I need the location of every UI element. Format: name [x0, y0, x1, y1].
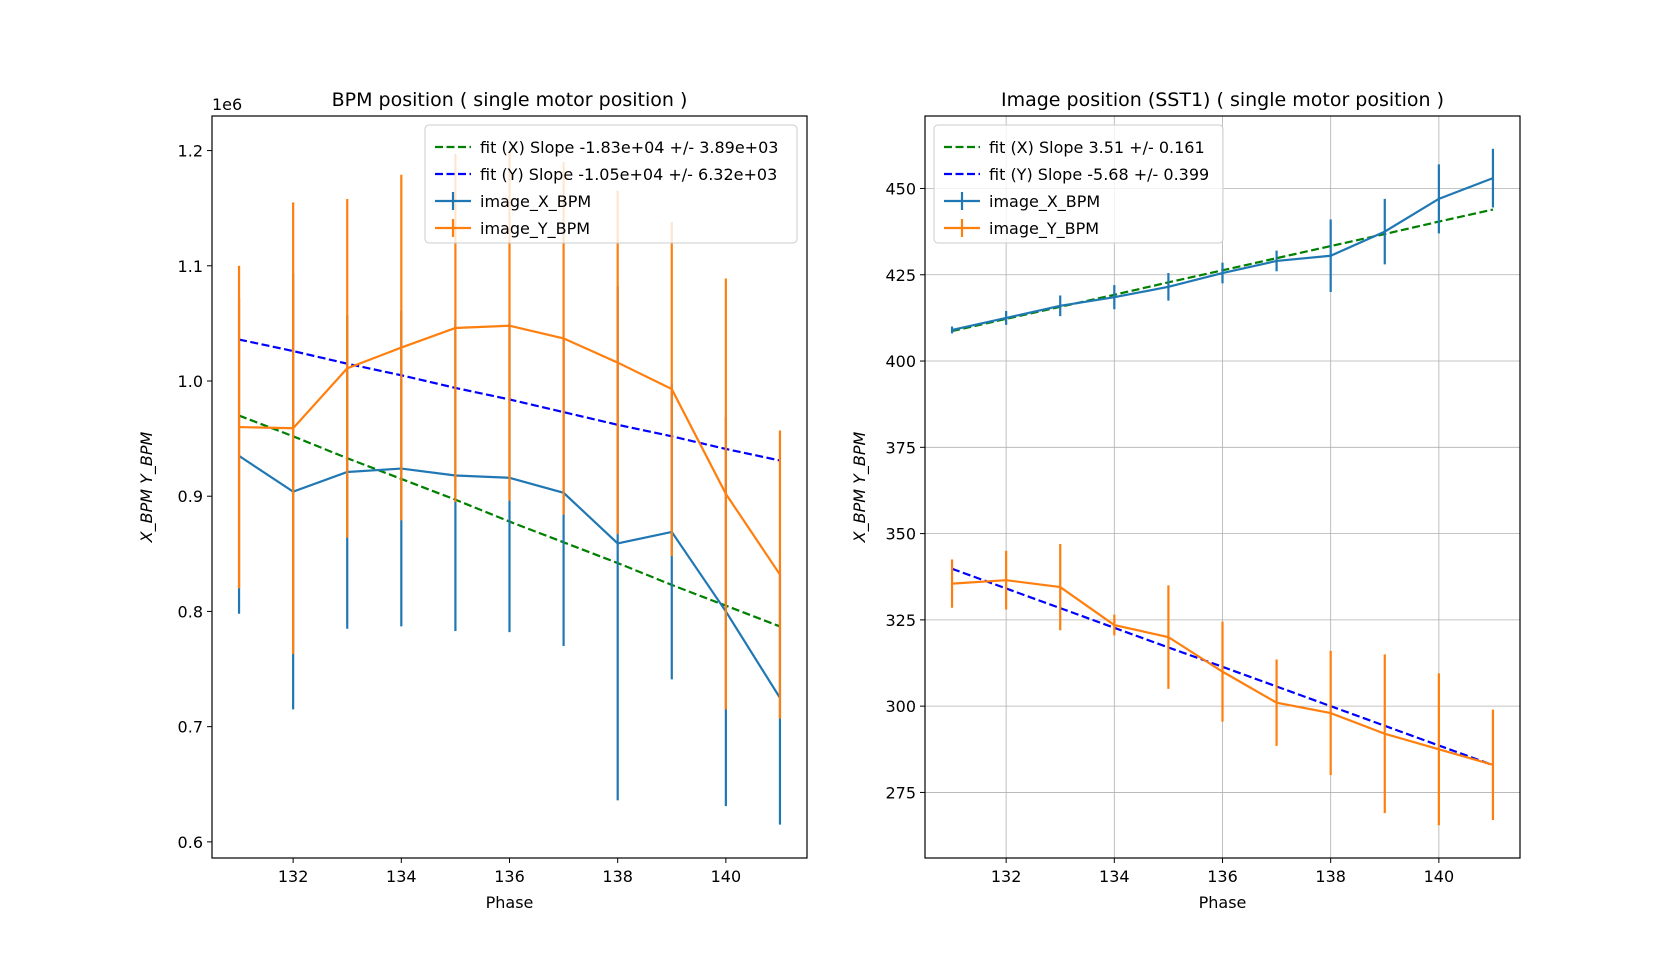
y-tick-label: 0.6	[178, 833, 203, 852]
x-tick-label: 134	[386, 867, 417, 886]
y-tick-label: 425	[885, 266, 916, 285]
y-axis-label: X_BPM Y_BPM	[850, 431, 870, 543]
legend-label: fit (Y) Slope -1.05e+04 +/- 6.32e+03	[480, 165, 777, 184]
series-image-y-bpm	[950, 543, 1495, 826]
x-tick-label: 136	[1207, 867, 1238, 886]
chart-title: Image position (SST1) ( single motor pos…	[1001, 89, 1444, 111]
image-position-chart: 132 134 136 138 140 275 300 325 350 375 400 425 450 I…	[850, 89, 1521, 912]
series-image-x-bpm	[950, 148, 1495, 334]
x-axis-label: Phase	[486, 893, 534, 912]
legend-item: image_X_BPM	[435, 192, 591, 212]
bpm-position-chart: 132 134 136 138 140 0.6 0.7 0.8 0.9 1.0 1.1 1.2 1e6 B…	[137, 89, 808, 912]
x-tick-label: 138	[602, 867, 633, 886]
y-tick-label: 300	[885, 697, 916, 716]
y-tick-label: 375	[885, 438, 916, 457]
plot-area	[950, 148, 1495, 826]
legend: fit (X) Slope 3.51 +/- 0.161 fit (Y) Slop…	[933, 124, 1224, 244]
y-tick-label: 400	[885, 352, 916, 371]
legend-item: image_Y_BPM	[944, 219, 1099, 239]
plot-area	[237, 150, 782, 825]
x-tick-label: 138	[1315, 867, 1346, 886]
y-tick-label: 1.0	[178, 372, 203, 391]
y-axis-label: X_BPM Y_BPM	[137, 431, 157, 543]
legend-label: image_X_BPM	[989, 192, 1100, 212]
y-tick-label: 275	[885, 783, 916, 802]
legend-label: fit (X) Slope -1.83e+04 +/- 3.89e+03	[480, 138, 778, 157]
y-tick-label: 1.1	[178, 257, 203, 276]
legend-item: fit (X) Slope 3.51 +/- 0.161	[944, 138, 1205, 157]
y-tick-label: 0.8	[178, 602, 203, 621]
legend-frame	[424, 124, 798, 244]
legend-item: fit (Y) Slope -1.05e+04 +/- 6.32e+03	[435, 165, 777, 184]
legend-label: fit (X) Slope 3.51 +/- 0.161	[989, 138, 1205, 157]
x-tick-label: 136	[494, 867, 525, 886]
legend-label: fit (Y) Slope -5.68 +/- 0.399	[989, 165, 1209, 184]
y-tick-label: 325	[885, 611, 916, 630]
x-axis-label: Phase	[1199, 893, 1247, 912]
y-tick-label: 0.7	[178, 718, 203, 737]
y-tick-label: 0.9	[178, 487, 203, 506]
legend-label: image_Y_BPM	[989, 219, 1099, 239]
legend-item: fit (X) Slope -1.83e+04 +/- 3.89e+03	[435, 138, 778, 157]
x-tick-label: 140	[1424, 867, 1455, 886]
y-tick-label: 350	[885, 525, 916, 544]
legend-item: image_X_BPM	[944, 192, 1100, 212]
legend-label: image_X_BPM	[480, 192, 591, 212]
x-tick-label: 132	[991, 867, 1022, 886]
y-tick-label: 450	[885, 179, 916, 198]
y-tick-label: 1.2	[178, 142, 203, 161]
axis-offset-label: 1e6	[212, 95, 242, 114]
legend: fit (X) Slope -1.83e+04 +/- 3.89e+03 fit …	[424, 124, 798, 244]
legend-item: fit (Y) Slope -5.68 +/- 0.399	[944, 165, 1209, 184]
x-tick-label: 132	[278, 867, 309, 886]
x-tick-label: 134	[1099, 867, 1130, 886]
x-tick-label: 140	[711, 867, 742, 886]
legend-label: image_Y_BPM	[480, 219, 590, 239]
legend-frame	[933, 124, 1224, 244]
chart-title: BPM position ( single motor position )	[332, 89, 688, 111]
legend-item: image_Y_BPM	[435, 219, 590, 239]
